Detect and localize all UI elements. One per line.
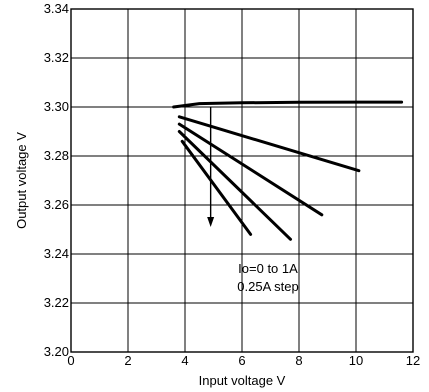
arrow-head-icon (207, 217, 215, 228)
x-axis-tick-labels: 0 2 4 6 8 10 12 (67, 353, 420, 368)
plot-frame (70, 8, 414, 353)
x-tick-label: 10 (349, 353, 363, 368)
y-tick-label: 3.34 (44, 1, 69, 16)
series-line-2 (177, 115, 361, 173)
series-line-1 (172, 100, 404, 109)
y-tick-label: 3.32 (44, 50, 69, 65)
y-axis-title: Output voltage V (14, 132, 29, 229)
y-tick-label: 3.20 (44, 344, 69, 359)
series-line-4 (177, 130, 292, 241)
x-tick-label: 12 (406, 353, 420, 368)
y-tick-label: 3.26 (44, 197, 69, 212)
y-axis-tick-labels: 3.20 3.22 3.24 3.26 3.28 3.30 3.32 3.34 (44, 1, 69, 359)
x-tick-label: 6 (238, 353, 245, 368)
x-tick-label: 0 (67, 353, 74, 368)
y-tick-label: 3.28 (44, 148, 69, 163)
x-tick-label: 2 (124, 353, 131, 368)
y-tick-label: 3.22 (44, 295, 69, 310)
y-tick-label: 3.30 (44, 99, 69, 114)
series-line-3 (177, 122, 324, 217)
x-axis-title: Input voltage V (199, 373, 286, 388)
y-tick-label: 3.24 (44, 246, 69, 261)
annotation-step: 0.25A step (237, 279, 298, 294)
annotation-load-range: Io=0 to 1A (238, 261, 298, 276)
load-step-arrow (207, 107, 215, 228)
grid-lines (71, 9, 413, 352)
x-tick-label: 4 (181, 353, 188, 368)
x-tick-label: 8 (295, 353, 302, 368)
series-line-5 (180, 139, 253, 236)
series-lines (172, 100, 404, 241)
